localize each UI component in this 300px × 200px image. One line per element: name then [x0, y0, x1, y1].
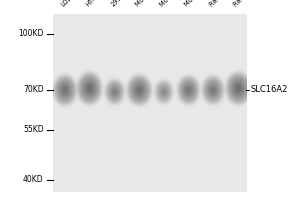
Text: Mouse heart: Mouse heart — [134, 0, 168, 8]
Text: 100KD: 100KD — [18, 29, 44, 38]
Text: Mouse liver: Mouse liver — [184, 0, 215, 8]
Text: 293T: 293T — [110, 0, 125, 8]
Text: Rat liver: Rat liver — [233, 0, 257, 8]
Text: SLC16A2: SLC16A2 — [250, 85, 288, 94]
Text: Mouse kidney: Mouse kidney — [159, 0, 196, 8]
Text: 55KD: 55KD — [23, 126, 44, 134]
Text: 70KD: 70KD — [23, 85, 44, 94]
Text: Rat heart: Rat heart — [208, 0, 235, 8]
Text: HT-29: HT-29 — [85, 0, 103, 8]
Text: 40KD: 40KD — [23, 176, 44, 184]
Bar — [52, 14, 246, 192]
Text: LO2: LO2 — [60, 0, 74, 8]
